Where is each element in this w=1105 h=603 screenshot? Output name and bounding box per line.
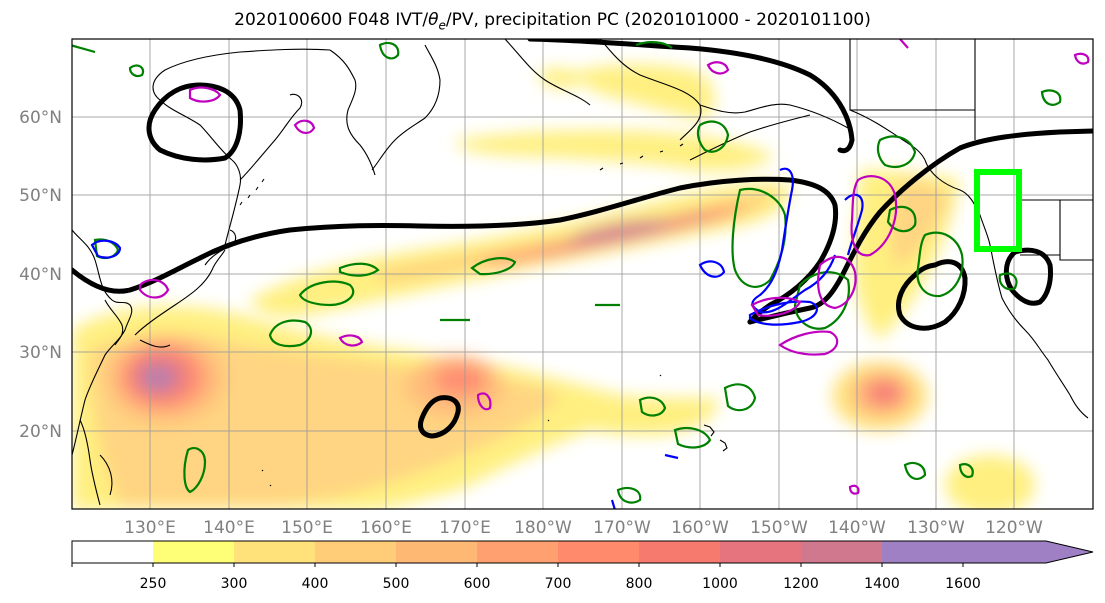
latitude-labels: 60°N 50°N 40°N 30°N 20°N: [19, 108, 62, 442]
colorbar-segment: [720, 541, 801, 563]
lat-label: 50°N: [19, 186, 62, 206]
lon-label: 180°W: [514, 518, 572, 538]
lon-label: 170°W: [593, 518, 651, 538]
colorbar-segment: [315, 541, 396, 563]
lon-label: 160°E: [360, 518, 412, 538]
colorbar-label: 700: [545, 576, 572, 592]
colorbar-segment: [72, 541, 153, 563]
colorbar-label: 1600: [945, 576, 981, 592]
lon-label: 120°W: [985, 518, 1043, 538]
colorbar-label: 300: [221, 576, 248, 592]
colorbar-label: 1400: [864, 576, 900, 592]
lat-label: 60°N: [19, 108, 62, 128]
pv-magenta-contours: [138, 39, 1090, 495]
colorbar-label: 400: [302, 576, 329, 592]
title-theta: θ: [428, 10, 439, 30]
colorbar-segment: [153, 541, 234, 563]
lon-label: 130°W: [907, 518, 965, 538]
colorbar: 250 300 400 500 600 700 800 1000 1200 1400 1600: [71, 540, 1094, 592]
map-title: 2020100600 F048 IVT/θe/PV, precipitation…: [0, 10, 1105, 32]
colorbar-label: 500: [383, 576, 410, 592]
colorbar-segment: [801, 541, 882, 563]
lon-label: 160°W: [671, 518, 729, 538]
colorbar-labels: 250 300 400 500 600 700 800 1000 1200 1400 1600: [140, 576, 981, 592]
lon-label: 130°E: [124, 518, 176, 538]
colorbar-label: 800: [626, 576, 653, 592]
longitude-labels: 130°E 140°E 150°E 160°E 170°E 180°W 170°…: [124, 518, 1043, 538]
pv-contours: [72, 39, 1093, 439]
lat-label: 30°N: [19, 343, 62, 363]
lon-label: 150°E: [281, 518, 333, 538]
lon-label: 140°W: [828, 518, 886, 538]
lon-label: 140°E: [203, 518, 255, 538]
colorbar-label: 1200: [783, 576, 819, 592]
lat-label: 20°N: [19, 422, 62, 442]
colorbar-segment: [882, 541, 1046, 563]
colorbar-ticks: [71, 563, 964, 567]
colorbar-outline: [71, 540, 1094, 564]
colorbar-label: 250: [140, 576, 167, 592]
colorbar-segments: [72, 541, 1093, 563]
colorbar-segment: [234, 541, 315, 563]
colorbar-segment: [639, 541, 720, 563]
colorbar-segment: [558, 541, 639, 563]
map-panel: [72, 39, 1093, 509]
map-frame: [71, 38, 1094, 510]
colorbar-label: 600: [464, 576, 491, 592]
lon-label: 150°W: [750, 518, 808, 538]
colorbar-segment: [477, 541, 558, 563]
title-prefix: 2020100600 F048 IVT/: [234, 10, 429, 30]
pv-positive-contours: [90, 167, 864, 509]
colorbar-segment: [396, 541, 477, 563]
title-suffix: /PV, precipitation PC (2020101000 - 2020…: [445, 10, 871, 30]
target-region-box: [974, 169, 1022, 252]
colorbar-extend-arrow: [1046, 541, 1093, 563]
lat-label: 40°N: [19, 265, 62, 285]
lon-label: 170°E: [439, 518, 491, 538]
title-theta-sub: e: [438, 18, 446, 33]
colorbar-label: 1000: [702, 576, 738, 592]
graticule: [72, 39, 1093, 509]
